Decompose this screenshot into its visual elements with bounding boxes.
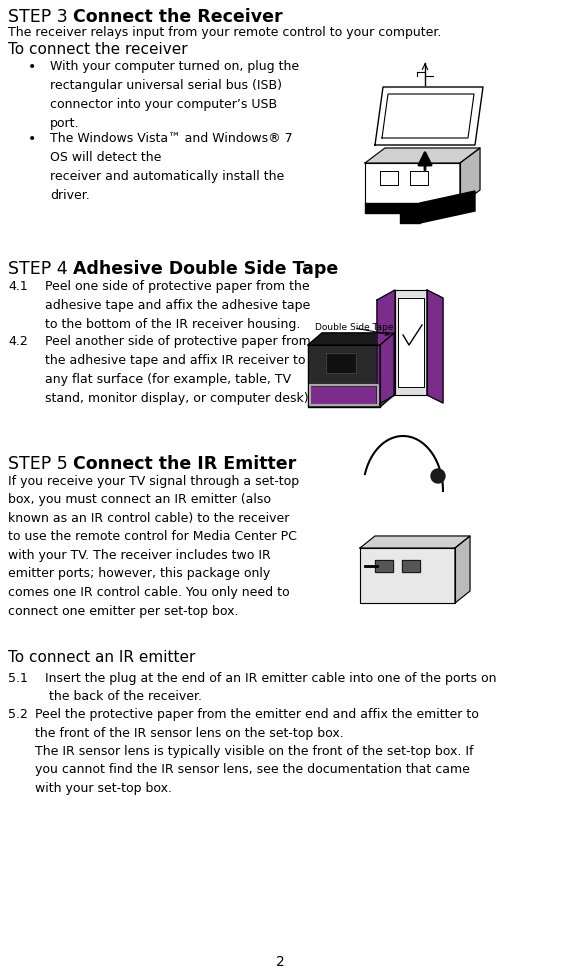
Text: Connect the IR Emitter: Connect the IR Emitter xyxy=(73,455,296,473)
Polygon shape xyxy=(420,191,475,223)
Text: STEP 3: STEP 3 xyxy=(8,8,68,26)
Text: To connect an IR emitter: To connect an IR emitter xyxy=(8,650,195,665)
Text: To connect the receiver: To connect the receiver xyxy=(8,42,187,57)
Polygon shape xyxy=(380,333,394,407)
Polygon shape xyxy=(360,536,470,548)
Polygon shape xyxy=(377,290,395,405)
Text: Insert the plug at the end of an IR emitter cable into one of the ports on
 the : Insert the plug at the end of an IR emit… xyxy=(45,672,496,703)
Text: Adhesive Double Side Tape: Adhesive Double Side Tape xyxy=(73,260,338,278)
Polygon shape xyxy=(427,290,443,403)
Text: •: • xyxy=(28,60,36,74)
Text: Peel one side of protective paper from the
adhesive tape and affix the adhesive : Peel one side of protective paper from t… xyxy=(45,280,310,331)
Text: Peel another side of protective paper from
the adhesive tape and affix IR receiv: Peel another side of protective paper fr… xyxy=(45,335,311,405)
Polygon shape xyxy=(398,298,424,387)
Text: 5.1: 5.1 xyxy=(8,672,28,685)
Polygon shape xyxy=(395,290,427,395)
Text: The Windows Vista™ and Windows® 7
OS will detect the
receiver and automatically : The Windows Vista™ and Windows® 7 OS wil… xyxy=(50,132,293,202)
Text: STEP 4: STEP 4 xyxy=(8,260,68,278)
Polygon shape xyxy=(365,148,480,163)
Text: •: • xyxy=(28,132,36,146)
Text: Peel the protective paper from the emitter end and affix the emitter to
the fron: Peel the protective paper from the emitt… xyxy=(35,708,479,795)
Text: 2: 2 xyxy=(275,955,284,969)
Polygon shape xyxy=(402,560,420,572)
Polygon shape xyxy=(308,333,394,345)
Text: With your computer turned on, plug the
rectangular universal serial bus (ISB)
co: With your computer turned on, plug the r… xyxy=(50,60,299,130)
Text: 4.1: 4.1 xyxy=(8,280,27,293)
Polygon shape xyxy=(375,560,393,572)
Circle shape xyxy=(431,469,445,483)
Polygon shape xyxy=(365,203,420,223)
Text: 5.2: 5.2 xyxy=(8,708,28,721)
Polygon shape xyxy=(460,148,480,205)
Polygon shape xyxy=(455,536,470,603)
Polygon shape xyxy=(311,387,377,403)
Text: The receiver relays input from your remote control to your computer.: The receiver relays input from your remo… xyxy=(8,26,442,39)
Text: Double Side Tape: Double Side Tape xyxy=(315,323,393,336)
Text: STEP 5: STEP 5 xyxy=(8,455,68,473)
Polygon shape xyxy=(326,353,356,373)
Polygon shape xyxy=(375,87,483,145)
Polygon shape xyxy=(382,94,474,138)
Text: If you receive your TV signal through a set-top
box, you must connect an IR emit: If you receive your TV signal through a … xyxy=(8,475,299,618)
Polygon shape xyxy=(308,345,380,407)
Polygon shape xyxy=(360,548,455,603)
Text: Connect the Receiver: Connect the Receiver xyxy=(73,8,283,26)
Text: 4.2: 4.2 xyxy=(8,335,27,348)
Polygon shape xyxy=(380,171,398,185)
Polygon shape xyxy=(410,171,428,185)
Polygon shape xyxy=(365,163,460,205)
